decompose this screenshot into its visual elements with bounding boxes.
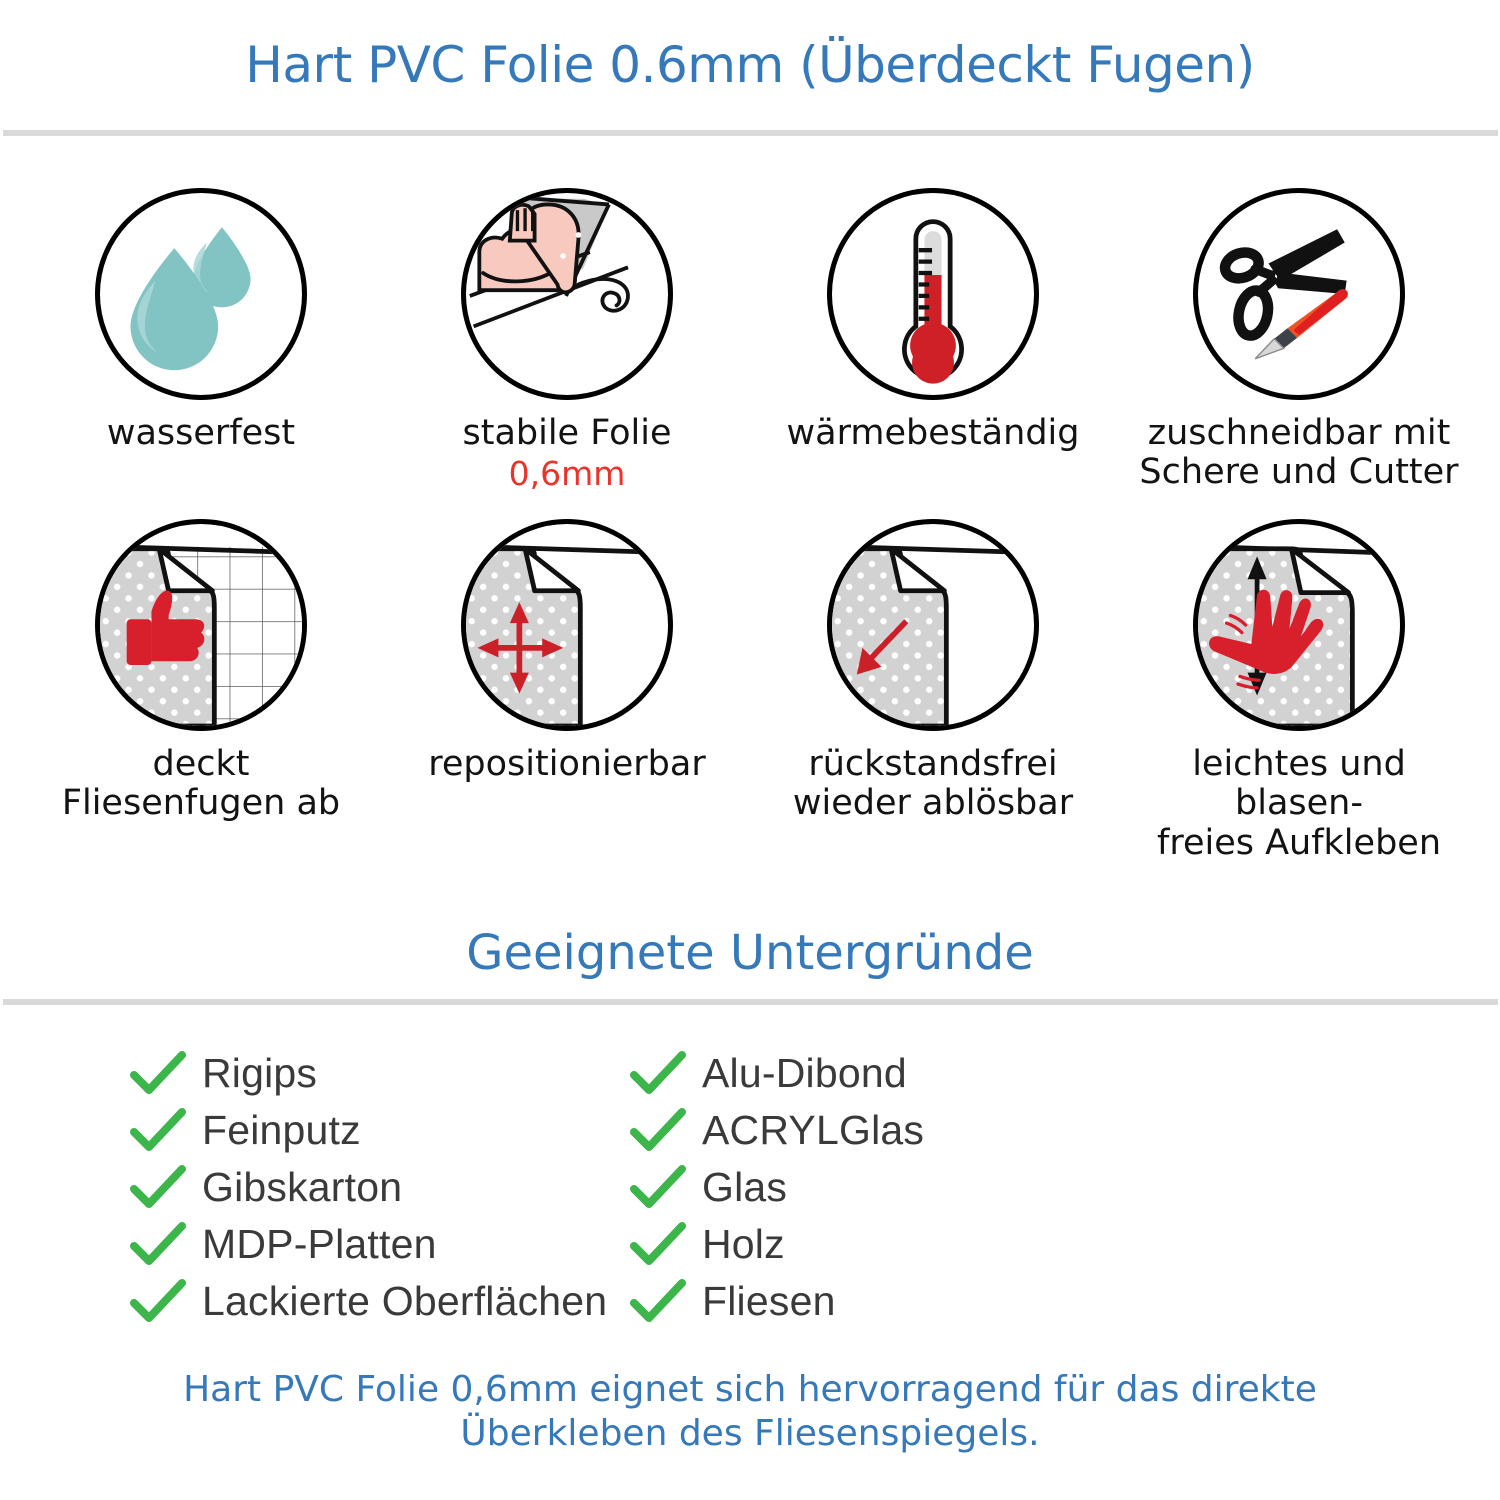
feature-item-repositionierbar: repositionierbar <box>384 519 750 863</box>
feature-label: stabile Folie <box>462 413 672 453</box>
diagonal-peel-arrow-icon <box>827 519 1039 732</box>
scissors-cutter-icon <box>1193 188 1405 400</box>
list-item-label: Lackierte Oberflächen <box>202 1277 608 1324</box>
feature-label: leichtes und blasen- freies Aufkleben <box>1157 744 1441 863</box>
feature-label: wärmebeständig <box>786 413 1080 453</box>
flexed-arm-foil-roll-icon <box>461 188 673 400</box>
water-drops-icon <box>95 188 307 400</box>
check-icon <box>630 1279 686 1323</box>
list-item: ACRYLGlas <box>630 1102 1500 1159</box>
check-icon <box>130 1108 186 1152</box>
list-item: Glas <box>630 1159 1500 1216</box>
check-icon <box>630 1051 686 1095</box>
feature-item-deckt-fliesenfugen: deckt Fliesenfugen ab <box>18 519 384 863</box>
section-divider <box>2 998 1498 1005</box>
feature-label: repositionierbar <box>428 744 706 785</box>
footer-note: Hart PVC Folie 0,6mm eignet sich hervorr… <box>183 1368 1317 1454</box>
smoothing-hand-icon <box>1193 519 1405 732</box>
list-item-label: Gibskarton <box>202 1163 403 1210</box>
suitable-surfaces-heading-wrap: Geeignete Untergründe <box>0 907 1500 999</box>
list-item-label: Alu-Dibond <box>702 1049 907 1096</box>
list-item-label: Rigips <box>202 1049 318 1096</box>
check-icon <box>630 1222 686 1266</box>
list-item: Lackierte Oberflächen <box>130 1273 750 1330</box>
feature-grid: wasserfest <box>0 136 1500 863</box>
check-icon <box>130 1222 186 1266</box>
feature-item-zuschneidbar: zuschneidbar mit Schere und Cutter <box>1116 188 1482 493</box>
feature-label: rückstandsfrei wieder ablösbar <box>792 744 1074 824</box>
check-icon <box>630 1165 686 1209</box>
thermometer-icon <box>827 188 1039 400</box>
list-item-label: Holz <box>702 1220 785 1267</box>
four-way-move-arrow-icon <box>461 519 673 732</box>
check-icon <box>130 1279 186 1323</box>
list-item-label: ACRYLGlas <box>702 1106 925 1153</box>
feature-item-rueckstandsfrei: rückstandsfrei wieder ablösbar <box>750 519 1116 863</box>
list-item-label: Feinputz <box>202 1106 361 1153</box>
list-item: Gibskarton <box>130 1159 750 1216</box>
list-item: Holz <box>630 1216 1500 1273</box>
list-item-label: Glas <box>702 1163 788 1210</box>
header-divider <box>2 130 1498 136</box>
list-item-label: MDP-Platten <box>202 1220 437 1267</box>
check-icon <box>130 1051 186 1095</box>
thumbs-up-tile-grid-icon <box>95 519 307 732</box>
list-item-label: Fliesen <box>702 1277 836 1324</box>
list-item: Feinputz <box>130 1102 750 1159</box>
feature-label: zuschneidbar mit Schere und Cutter <box>1139 413 1459 493</box>
feature-label: deckt Fliesenfugen ab <box>61 744 341 824</box>
page-title: Hart PVC Folie 0.6mm (Überdeckt Fugen) <box>245 36 1255 94</box>
list-item: Alu-Dibond <box>630 1045 1500 1102</box>
page-header: Hart PVC Folie 0.6mm (Überdeckt Fugen) <box>0 0 1500 130</box>
list-item: Fliesen <box>630 1273 1500 1330</box>
feature-item-blasenfreies-aufkleben: leichtes und blasen- freies Aufkleben <box>1116 519 1482 863</box>
feature-item-stabile-folie: stabile Folie 0,6mm <box>384 188 750 493</box>
surface-list-right: Alu-Dibond ACRYLGlas Glas Holz Fliesen <box>630 1045 1500 1330</box>
feature-label: wasserfest <box>106 413 296 453</box>
feature-item-waermebestaendig: wärmebeständig <box>750 188 1116 493</box>
suitable-surfaces-lists: Rigips Feinputz Gibskarton MDP-Platten L… <box>0 1005 1500 1330</box>
feature-item-wasserfest: wasserfest <box>18 188 384 493</box>
list-item: MDP-Platten <box>130 1216 750 1273</box>
suitable-surfaces-heading: Geeignete Untergründe <box>466 924 1034 981</box>
check-icon <box>130 1165 186 1209</box>
list-item: Rigips <box>130 1045 750 1102</box>
check-icon <box>630 1108 686 1152</box>
surface-list-left: Rigips Feinputz Gibskarton MDP-Platten L… <box>0 1045 750 1330</box>
feature-thickness-label: 0,6mm <box>508 454 626 494</box>
